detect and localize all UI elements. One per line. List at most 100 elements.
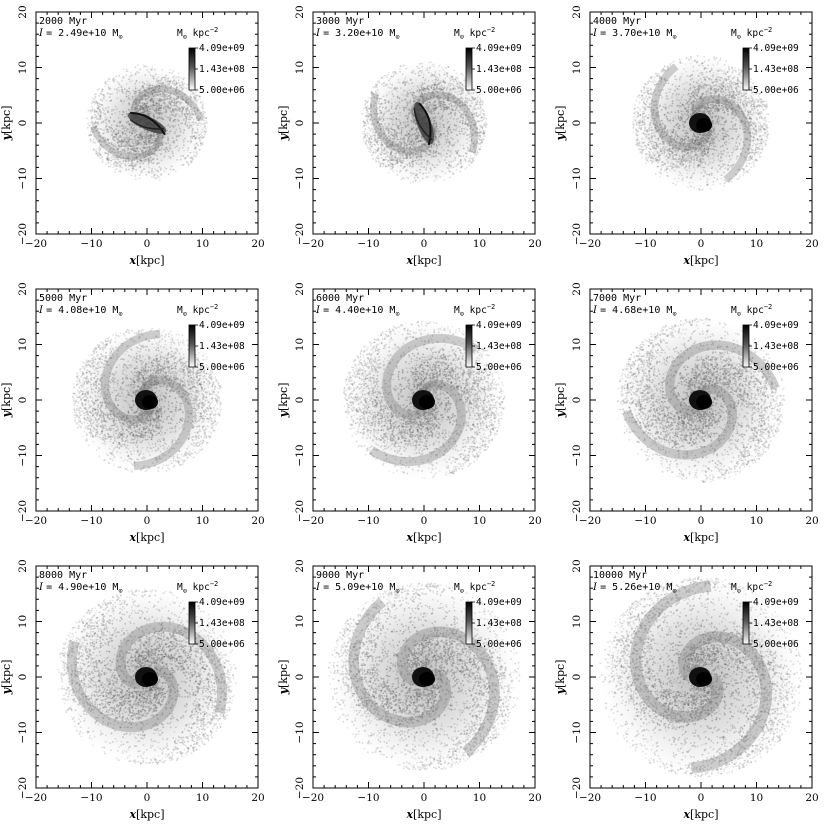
y-tick-label: 20 [294,282,306,295]
mass-label: I = 3.70e+10 M⊙ [592,28,677,41]
y-tick-label: 20 [571,559,583,572]
x-tick-label: −20 [302,238,324,250]
x-tick-label: 10 [750,515,763,527]
colorbar-min-label: 5.00e+06 [476,639,522,650]
y-tick-label: −10 [294,167,306,189]
mass-label: I = 5.26e+10 M⊙ [592,582,677,595]
x-tick-label: −10 [80,238,102,250]
panel-3: −20 −20 −10 −10 0 0 10 10 20 20 x[kpc] y[kpc] 4000 M… [554,0,830,276]
x-tick-label: 0 [421,238,428,250]
time-label: 10000 Myr [593,570,647,581]
y-tick-label: −20 [294,223,306,245]
x-axis-label: x[kpc] [405,531,441,544]
galaxy-disc [361,61,488,185]
x-tick-label: −20 [302,792,324,804]
x-tick-label: 10 [473,515,486,527]
y-tick-label: −10 [17,167,29,189]
density-map: −20−20 −10 −10 0 0 10 10 20 20 x[kpc] y[kpc] 3000 M… [277,5,542,267]
x-tick-label: 0 [421,792,428,804]
x-tick-label: 10 [473,792,486,804]
colorbar-unit-label: M⊙ kpc−2 [454,26,495,41]
mass-label: I = 2.49e+10 M⊙ [38,28,123,41]
y-axis-label: y[kpc] [554,383,567,419]
galaxy-disc [71,327,223,473]
density-map: −20−20 −10 −10 0 0 10 10 20 20 x[kpc] y[kpc] 10000 … [554,559,819,821]
colorbar-min-label: 5.00e+06 [199,362,245,373]
y-tick-label: −10 [571,444,583,466]
x-tick-label: 20 [251,792,264,804]
galaxy-disc [57,588,237,766]
y-tick-label: −20 [571,500,583,522]
y-tick-label: 10 [17,61,29,74]
density-map: −20−20 −10 −10 0 0 10 10 20 20 x[kpc] y[kpc] 2000 M… [0,5,265,267]
time-label: 3000 Myr [316,16,364,27]
density-map: −20−20 −10 −10 0 0 10 10 20 20 x[kpc] y[kpc] 5000 M… [0,282,265,544]
y-tick-label: 10 [571,338,583,351]
x-tick-label: −20 [25,238,47,250]
time-label: 9000 Myr [316,570,364,581]
colorbar-unit-label: M⊙ kpc−2 [177,303,218,318]
x-tick-label: 0 [421,515,428,527]
panel-9: −20 −20 −10 −10 0 0 10 10 20 20 x[kpc] y[kpc] 10000 … [554,554,830,830]
x-tick-label: −10 [634,515,656,527]
density-map: −20−20 −10 −10 0 0 10 10 20 20 x[kpc] y[kpc] 9000 M… [277,559,542,821]
galaxy-disc [327,582,521,771]
colorbar-min-label: 5.00e+06 [199,639,245,650]
time-label: 5000 Myr [39,293,87,304]
density-map: −20−20 −10 −10 0 0 10 10 20 20 x[kpc] y[kpc] 8000 M… [0,559,265,821]
x-tick-label: 20 [805,515,818,527]
time-label: 4000 Myr [593,16,641,27]
colorbar-max-label: 4.09e+09 [199,43,245,54]
mass-label: I = 4.90e+10 M⊙ [38,582,123,595]
axis-ticks [312,11,536,235]
time-label: 2000 Myr [39,16,87,27]
y-tick-label: −20 [17,777,29,799]
y-tick-label: 0 [294,120,306,127]
y-axis-label: y[kpc] [0,383,13,419]
colorbar-max-label: 4.09e+09 [753,320,799,331]
x-axis-label: x[kpc] [682,531,718,544]
x-tick-label: −10 [357,238,379,250]
x-tick-label: 0 [144,515,151,527]
x-tick-label: 10 [750,792,763,804]
y-tick-label: −10 [17,444,29,466]
mass-label: I = 4.40e+10 M⊙ [315,305,400,318]
axis-ticks [35,288,259,512]
x-tick-label: 20 [251,515,264,527]
y-axis-label: y[kpc] [0,106,13,142]
axis-ticks [589,288,813,512]
x-axis-label: x[kpc] [405,254,441,267]
y-tick-label: 0 [294,397,306,404]
y-tick-label: 10 [17,338,29,351]
y-tick-label: 20 [294,5,306,18]
time-label: 6000 Myr [316,293,364,304]
y-tick-label: −20 [571,223,583,245]
colorbar: M⊙ kpc−2 4.09e+09 1.43e+08 5.00e+06 [454,580,522,650]
x-axis-label: x[kpc] [682,254,718,267]
x-tick-label: 10 [196,238,209,250]
colorbar-min-label: 5.00e+06 [753,85,799,96]
colorbar-max-label: 4.09e+09 [199,597,245,608]
y-tick-label: −20 [17,500,29,522]
colorbar-min-label: 5.00e+06 [476,85,522,96]
galaxy-disc [632,55,771,191]
x-axis-label: x[kpc] [682,808,718,821]
x-tick-label: −10 [80,515,102,527]
x-tick-label: 20 [805,238,818,250]
colorbar-min-label: 5.00e+06 [476,362,522,373]
x-tick-label: 10 [196,792,209,804]
y-axis-label: y[kpc] [554,660,567,696]
colorbar-unit-label: M⊙ kpc−2 [731,580,772,595]
y-tick-label: 10 [17,615,29,628]
y-tick-label: 20 [17,559,29,572]
mass-label: I = 4.68e+10 M⊙ [592,305,677,318]
axis-ticks [312,565,536,789]
colorbar-unit-label: M⊙ kpc−2 [177,580,218,595]
x-tick-label: 20 [528,238,541,250]
x-tick-label: −20 [579,238,601,250]
y-tick-label: 10 [294,615,306,628]
axis-ticks [35,11,259,235]
mass-label: I = 3.20e+10 M⊙ [315,28,400,41]
y-tick-label: −10 [294,721,306,743]
